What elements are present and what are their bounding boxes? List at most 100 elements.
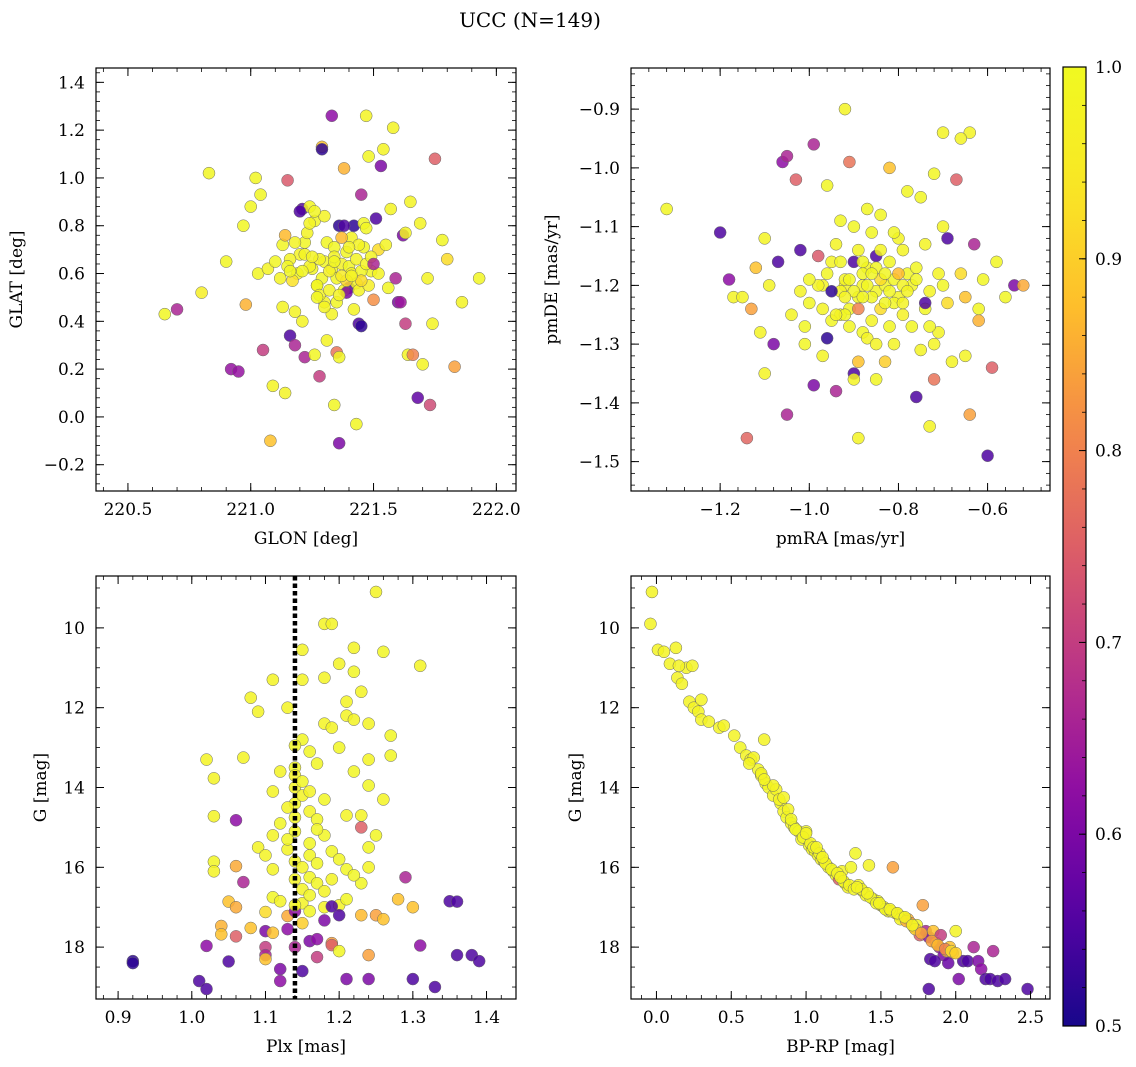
data-point (232, 365, 245, 378)
data-point (874, 208, 887, 222)
data-point (878, 355, 892, 368)
data-point (856, 290, 870, 304)
data-point (266, 379, 280, 393)
data-point (789, 173, 803, 186)
data-point (820, 332, 834, 345)
data-point (296, 315, 309, 328)
data-point (362, 717, 375, 730)
data-point (374, 159, 388, 173)
data-point (918, 238, 932, 251)
data-point (428, 980, 442, 994)
data-point (332, 741, 346, 754)
data-point (369, 829, 383, 842)
data-point (780, 408, 794, 421)
data-point (798, 320, 812, 333)
data-point (850, 881, 864, 894)
data-point (303, 904, 316, 918)
figure-title: UCC (N=149) (459, 8, 601, 32)
data-point (976, 273, 990, 286)
data-point (256, 343, 270, 357)
data-point (803, 296, 816, 310)
x-tick-label: 1.5 (867, 1008, 894, 1028)
data-point (849, 847, 862, 860)
data-point (794, 243, 807, 257)
y-tick-label: 0.4 (58, 312, 85, 332)
data-point (740, 431, 754, 445)
data-point (229, 813, 243, 827)
data-point (347, 665, 361, 679)
data-point (362, 861, 375, 874)
data-point (450, 895, 464, 908)
x-axis-label: Plx [mas] (266, 1037, 346, 1057)
data-point (834, 255, 847, 269)
data-point (288, 338, 302, 352)
data-point (337, 219, 351, 232)
data-point (455, 295, 469, 309)
data-point (914, 343, 927, 357)
x-tick-label: 2.0 (942, 1008, 969, 1028)
data-point (303, 785, 316, 798)
data-point (829, 238, 843, 251)
data-point (296, 643, 309, 657)
y-tick-label: 16 (598, 858, 620, 878)
x-axis-label: pmRA [mas/yr] (776, 529, 905, 549)
data-point (369, 585, 383, 599)
data-point (362, 753, 375, 766)
data-point (811, 249, 825, 263)
y-axis-label: G [mag] (31, 753, 51, 822)
panel-plx: 0.9 1.0 1.1 1.2 1.3 1.4 10 12 14 16 18 Plx [mas] G [… (31, 575, 517, 1057)
data-point (399, 871, 412, 884)
data-point (406, 348, 420, 362)
x-tick-label: −1.2 (700, 500, 741, 520)
data-point (308, 348, 321, 362)
y-axis-label: pmDE [mas/yr] (542, 214, 562, 344)
data-point (856, 255, 870, 269)
x-axis-label: GLON [deg] (254, 529, 358, 549)
data-point (440, 252, 454, 266)
data-point (990, 255, 1003, 269)
data-point (367, 293, 380, 307)
data-point (283, 264, 297, 278)
data-point (340, 892, 353, 906)
data-point (195, 286, 208, 299)
data-point (310, 877, 324, 890)
y-axis-label: G [mag] (566, 753, 586, 822)
data-point (200, 939, 213, 953)
data-point (325, 721, 339, 734)
data-point (325, 873, 339, 886)
data-point (413, 939, 427, 952)
data-point (838, 102, 852, 116)
data-point (332, 350, 346, 364)
data-point (362, 150, 375, 163)
data-point (963, 126, 977, 139)
data-point (923, 285, 936, 298)
data-point (844, 861, 858, 874)
data-point (377, 645, 390, 659)
data-point (816, 851, 829, 864)
data-point (798, 337, 812, 351)
data-point (170, 303, 184, 316)
data-point (379, 238, 393, 252)
y-tick-label: 0.0 (58, 408, 85, 428)
data-point (404, 195, 417, 209)
x-tick-label: 1.4 (473, 1008, 500, 1028)
y-tick-label: 10 (598, 619, 620, 639)
data-point (382, 281, 395, 295)
data-point (702, 715, 716, 728)
data-point (347, 765, 361, 778)
data-point (296, 775, 309, 788)
data-point (959, 349, 972, 363)
panels: 220.5 221.0 221.5 222.0 −0.2 0.0 0.2 0.4 0.6 0.8 1… (7, 67, 1051, 1057)
data-point (901, 185, 914, 198)
data-point (310, 291, 324, 304)
data-point (303, 745, 316, 758)
data-point (207, 809, 221, 823)
data-point (318, 885, 331, 898)
data-point (237, 751, 250, 764)
data-point (878, 267, 892, 280)
data-point (820, 267, 834, 280)
data-point (450, 948, 464, 962)
data-point (762, 279, 776, 292)
data-point (207, 865, 221, 878)
